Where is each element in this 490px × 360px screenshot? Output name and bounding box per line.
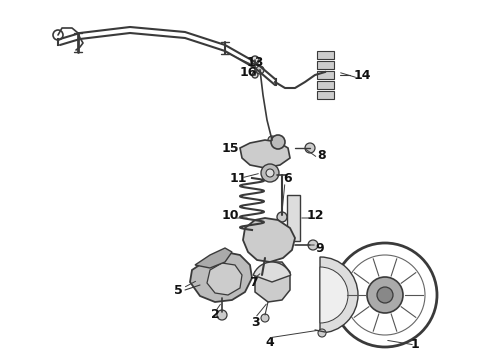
- FancyBboxPatch shape: [287, 194, 299, 240]
- Circle shape: [261, 164, 279, 182]
- Circle shape: [271, 135, 285, 149]
- Text: 13: 13: [246, 55, 264, 68]
- Text: 1: 1: [411, 338, 419, 351]
- Polygon shape: [207, 263, 242, 295]
- Text: 5: 5: [173, 284, 182, 297]
- Circle shape: [277, 212, 287, 222]
- Text: 16: 16: [239, 66, 257, 78]
- Text: 8: 8: [318, 149, 326, 162]
- Text: 3: 3: [251, 315, 259, 328]
- FancyBboxPatch shape: [317, 71, 334, 78]
- FancyBboxPatch shape: [317, 50, 334, 59]
- Circle shape: [318, 329, 326, 337]
- Polygon shape: [243, 218, 295, 262]
- Circle shape: [305, 143, 315, 153]
- Circle shape: [251, 56, 259, 64]
- FancyBboxPatch shape: [317, 60, 334, 68]
- Circle shape: [268, 136, 276, 144]
- Text: 15: 15: [221, 141, 239, 154]
- Text: 7: 7: [248, 275, 257, 288]
- Text: 2: 2: [211, 309, 220, 321]
- Polygon shape: [240, 140, 290, 168]
- Text: 4: 4: [266, 336, 274, 348]
- Circle shape: [266, 169, 274, 177]
- FancyBboxPatch shape: [317, 90, 334, 99]
- Polygon shape: [190, 252, 252, 302]
- Text: 12: 12: [306, 208, 324, 221]
- Polygon shape: [255, 262, 290, 302]
- Circle shape: [256, 272, 268, 284]
- Text: 6: 6: [284, 171, 293, 185]
- Circle shape: [367, 277, 403, 313]
- Circle shape: [217, 310, 227, 320]
- Circle shape: [261, 314, 269, 322]
- Text: 11: 11: [229, 171, 247, 185]
- Text: 14: 14: [353, 68, 371, 81]
- Wedge shape: [320, 257, 358, 333]
- Wedge shape: [320, 267, 348, 323]
- Circle shape: [252, 72, 258, 78]
- Circle shape: [308, 240, 318, 250]
- Circle shape: [256, 66, 264, 74]
- Text: 9: 9: [316, 242, 324, 255]
- Wedge shape: [253, 262, 291, 282]
- Circle shape: [377, 287, 393, 303]
- Text: 10: 10: [221, 208, 239, 221]
- Polygon shape: [195, 248, 232, 268]
- FancyBboxPatch shape: [317, 81, 334, 89]
